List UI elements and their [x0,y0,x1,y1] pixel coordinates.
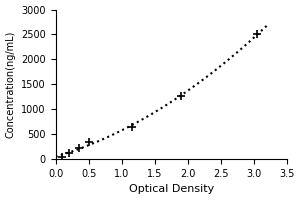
Y-axis label: Concentration(ng/mL): Concentration(ng/mL) [6,31,16,138]
X-axis label: Optical Density: Optical Density [128,184,214,194]
